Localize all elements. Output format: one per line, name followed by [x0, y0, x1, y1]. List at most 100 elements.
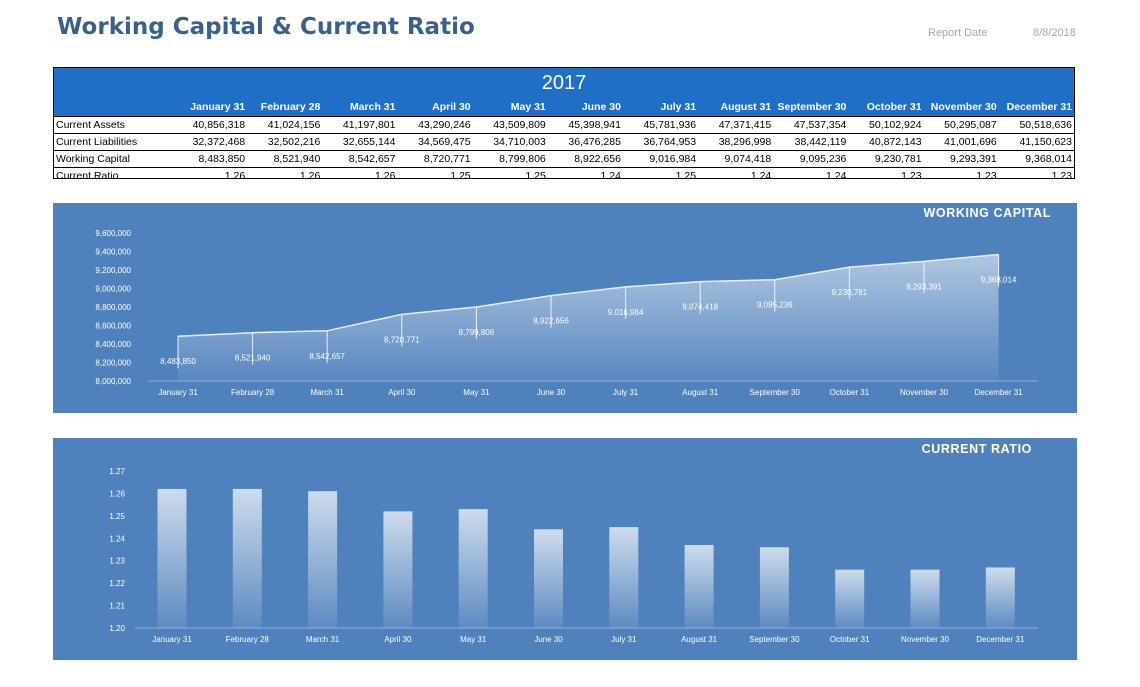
- working-capital-svg: 8,000,000 8,200,000 8,400,000 8,600,000 8,80…: [95, 229, 1038, 397]
- table-cell: 9,368,014: [998, 150, 1074, 168]
- month-header-cell: June 30: [581, 101, 621, 113]
- bar: [759, 547, 789, 628]
- table-cell: 32,502,216: [247, 133, 323, 151]
- row-label: Working Capital: [54, 150, 172, 168]
- x-tick-label: September 30: [749, 635, 800, 644]
- y-tick-label: 8,800,000: [95, 303, 131, 312]
- table-cell: 1.24: [698, 167, 774, 184]
- table-cell: 47,537,354: [773, 116, 849, 134]
- month-header-cell: September 30: [777, 101, 847, 113]
- bar: [534, 529, 563, 628]
- table-cell: 1.24: [547, 167, 623, 184]
- table-cell: 9,230,781: [848, 150, 924, 168]
- bar: [308, 491, 338, 628]
- x-tick-label: June 30: [534, 635, 563, 644]
- data-label: 8,922,656: [533, 317, 569, 326]
- data-label: 9,293,391: [906, 282, 942, 291]
- month-header-cell: November 30: [930, 101, 997, 113]
- working-capital-title: WORKING CAPITAL: [923, 206, 1051, 220]
- working-capital-line: [177, 253, 999, 337]
- month-header-cell: December 31: [1006, 101, 1072, 113]
- x-tick-label: October 31: [830, 635, 870, 644]
- month-header-cell: May 31: [510, 101, 546, 113]
- table-cell: 32,372,468: [172, 133, 248, 151]
- table-cell: 1.26: [322, 167, 398, 184]
- bar: [985, 567, 1015, 628]
- y-tick-label: 1.20: [109, 624, 125, 633]
- x-tick-label: November 30: [900, 388, 949, 397]
- bar: [383, 511, 413, 628]
- month-header-blank: [54, 99, 172, 116]
- table-cell: 40,856,318: [172, 116, 248, 134]
- y-tick-label: 1.22: [109, 579, 125, 588]
- month-header-cell: March 31: [349, 101, 396, 113]
- table-cell: 36,476,285: [547, 133, 623, 151]
- report-date-value: 8/8/2018: [1033, 27, 1076, 39]
- data-label: 9,016,984: [608, 308, 644, 317]
- table-cell: 34,569,475: [397, 133, 473, 151]
- month-header-cell: April 30: [432, 101, 471, 113]
- x-tick-label: October 31: [830, 388, 870, 397]
- table-cell: 41,001,696: [923, 133, 999, 151]
- table-cell: 9,074,418: [698, 150, 774, 168]
- x-tick-label: January 31: [152, 635, 192, 644]
- y-tick-label: 8,400,000: [95, 340, 131, 349]
- current-ratio-title: CURRENT RATIO: [921, 442, 1032, 456]
- data-label: 9,230,781: [832, 288, 868, 297]
- bar: [910, 569, 940, 628]
- bar: [232, 488, 262, 628]
- x-tick-label: April 30: [388, 388, 416, 397]
- table-cell: 36,764,953: [622, 133, 699, 151]
- y-tick-label: 1.27: [109, 467, 125, 476]
- x-tick-label: January 31: [158, 388, 198, 397]
- bar: [157, 488, 187, 628]
- table-cell: 8,922,656: [547, 150, 623, 168]
- table-cell: 40,872,143: [848, 133, 924, 151]
- x-tick-label: April 30: [384, 635, 412, 644]
- table-body: Current Assets 40,856,318 41,024,156 41,197…: [54, 116, 1074, 184]
- table-cell: 8,521,940: [247, 150, 323, 168]
- x-tick-label: August 31: [682, 388, 719, 397]
- table-cell: 47,371,415: [698, 116, 774, 134]
- table-cell: 1.23: [848, 167, 924, 184]
- bar: [609, 527, 639, 628]
- x-tick-label: June 30: [537, 388, 566, 397]
- table-cell: 34,710,003: [472, 133, 548, 151]
- bar: [458, 509, 488, 628]
- table-cell: 9,016,984: [622, 150, 699, 168]
- current-ratio-svg: 1.20 1.21 1.22 1.23 1.24 1.25 1.26 1.27 January …: [109, 467, 1038, 644]
- table-cell: 32,655,144: [322, 133, 398, 151]
- y-tick-label: 8,000,000: [95, 377, 131, 386]
- table-cell: 1.25: [622, 167, 699, 184]
- data-label: 8,483,850: [160, 357, 196, 366]
- month-header-cell: January 31: [190, 101, 246, 113]
- table-cell: 50,102,924: [848, 116, 924, 134]
- bar: [835, 569, 865, 628]
- x-tick-label: November 30: [901, 635, 950, 644]
- table-cell: 41,024,156: [247, 116, 323, 134]
- table-cell: 43,509,809: [472, 116, 548, 134]
- y-tick-label: 1.23: [109, 557, 125, 566]
- table-cell: 45,781,936: [622, 116, 699, 134]
- table-row: Current Assets 40,856,318 41,024,156 41,197…: [54, 116, 1074, 134]
- data-label: 9,368,014: [981, 275, 1017, 284]
- current-ratio-chart: 1.20 1.21 1.22 1.23 1.24 1.25 1.26 1.27 January …: [53, 438, 1077, 660]
- y-tick-label: 1.26: [109, 489, 125, 498]
- y-tick-label: 9,400,000: [95, 248, 131, 257]
- table-cell: 50,518,636: [998, 116, 1074, 134]
- x-tick-label: May 31: [463, 388, 490, 397]
- table-cell: 8,720,771: [397, 150, 473, 168]
- y-tick-label: 1.25: [109, 512, 125, 521]
- data-label: 9,074,418: [682, 303, 718, 312]
- y-tick-label: 9,600,000: [95, 229, 131, 238]
- x-tick-label: March 31: [311, 388, 345, 397]
- x-tick-label: February 28: [231, 388, 275, 397]
- month-header-cell: October 31: [866, 101, 922, 113]
- x-tick-label: February 28: [226, 635, 270, 644]
- x-tick-label: March 31: [306, 635, 340, 644]
- table-cell: 50,295,087: [923, 116, 999, 134]
- row-label: Current Liabilities: [54, 133, 172, 151]
- table-cell: 1.24: [773, 167, 849, 184]
- table-header: 2017 January 31 February 28 March 31 April …: [54, 68, 1074, 116]
- y-tick-label: 8,600,000: [95, 322, 131, 331]
